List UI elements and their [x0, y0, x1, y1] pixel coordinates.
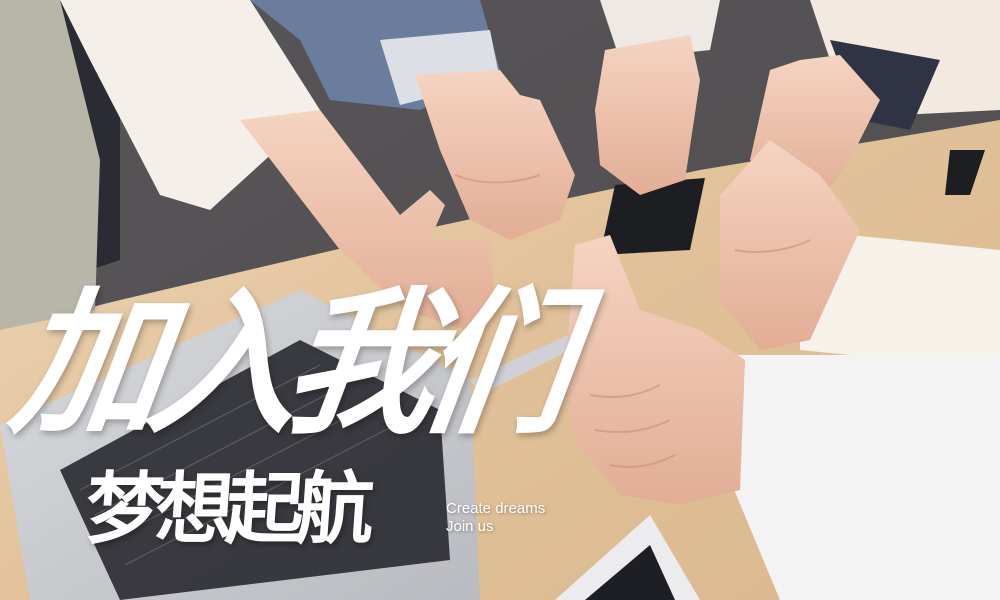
tagline-join-us: Join us	[446, 518, 494, 535]
headline-join-us: 加入我们	[1, 271, 572, 457]
english-tagline: Create dreams Join us	[446, 500, 545, 536]
tagline-create-dreams: Create dreams	[446, 500, 546, 517]
phone	[600, 178, 705, 255]
white-sleeve	[730, 355, 1000, 600]
knit-sleeve	[800, 230, 1000, 370]
hand	[240, 110, 495, 330]
join-us-headline: 加入我们 梦想起航 Create dreams Join us	[2, 271, 608, 585]
sleeve-left	[60, 0, 320, 210]
headline-dream-sets-sail: 梦想起航	[82, 465, 370, 555]
